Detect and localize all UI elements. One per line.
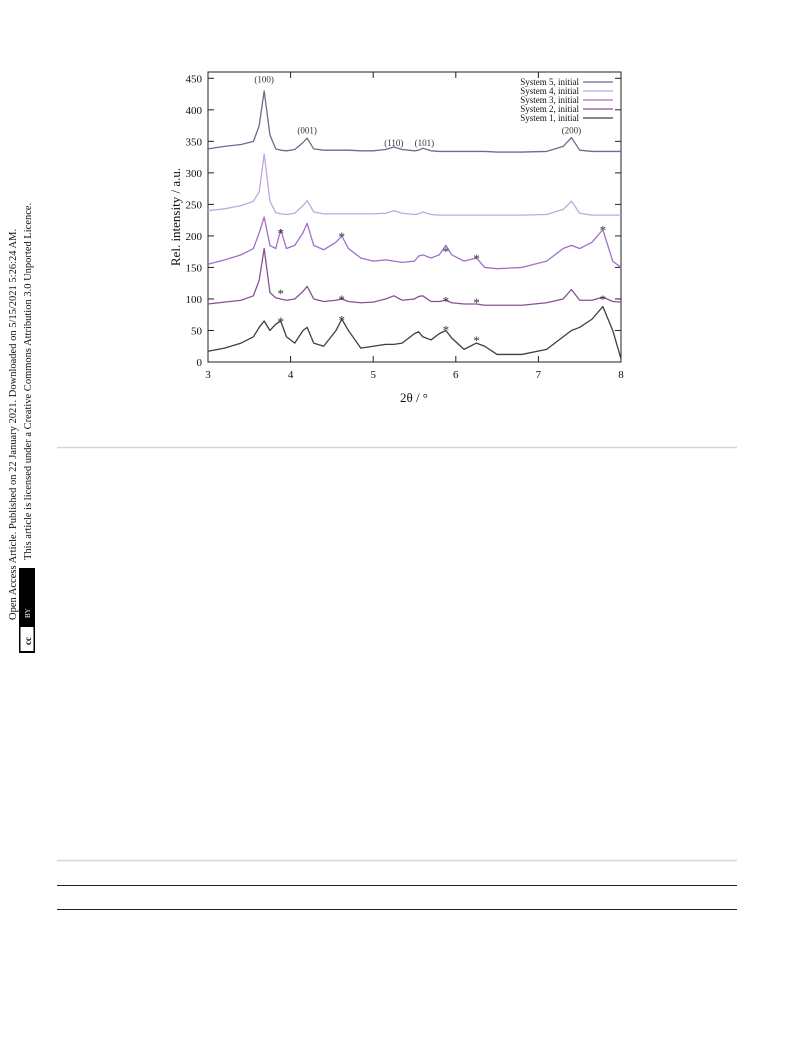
annotation: *: [443, 294, 450, 309]
annotation: (100): [254, 75, 274, 85]
y-tick-label: 100: [186, 294, 203, 306]
annotation: *: [339, 229, 346, 244]
annotation: *: [277, 226, 284, 241]
x-tick-label: 8: [618, 369, 624, 381]
y-tick-label: 0: [197, 357, 203, 369]
sidebar-line: This article is licensed under a Creativ…: [23, 203, 34, 560]
series-line: [207, 90, 621, 153]
badge-by: BY: [24, 608, 32, 618]
y-tick-label: 350: [186, 136, 203, 148]
annotation: (101): [415, 138, 435, 148]
chart: 2θ / ° Rel. intensity / a.u. 0 50 100 150 20…: [168, 71, 624, 405]
y-tick-label: 300: [186, 168, 203, 180]
legend-label: System 2, initial: [520, 104, 579, 114]
legend-label: System 4, initial: [520, 86, 579, 96]
x-tick-label: 3: [205, 369, 211, 381]
series-line: [207, 153, 621, 216]
y-tick-label: 450: [186, 73, 203, 85]
series-line: [207, 247, 622, 306]
x-tick-label: 6: [453, 369, 459, 381]
y-tick-label: 250: [186, 199, 203, 211]
y-tick-label: 50: [191, 325, 203, 337]
cc-badge[interactable]: cc BY: [19, 568, 35, 653]
y-tick-label: 200: [186, 231, 203, 243]
annotation: (200): [562, 126, 582, 136]
annotation: *: [600, 292, 607, 307]
series-line: [207, 216, 622, 270]
annotation: (001): [297, 126, 317, 136]
annotation: *: [443, 244, 450, 259]
annotation: *: [339, 313, 346, 328]
x-tick-label: 7: [536, 369, 542, 381]
annotation: *: [277, 314, 284, 329]
x-tick-label: 5: [370, 369, 376, 381]
legend-label: System 3, initial: [520, 95, 579, 105]
annotation: *: [600, 222, 607, 237]
series-line: [207, 305, 622, 360]
annotation: *: [473, 295, 480, 310]
sidebar-line: Open Access Article. Published on 22 Jan…: [8, 229, 19, 620]
badge-cc: cc: [23, 637, 33, 645]
x-tick-label: 4: [288, 369, 294, 381]
legend-label: System 5, initial: [520, 77, 579, 87]
plot-frame: [207, 71, 622, 363]
annotation: *: [473, 333, 480, 348]
badge-cc-bg: [20, 627, 34, 651]
y-tick-label: 150: [186, 262, 203, 274]
annotation: *: [443, 323, 450, 338]
y-axis-label: Rel. intensity / a.u.: [168, 168, 183, 266]
annotation: *: [473, 251, 480, 266]
annotation: *: [277, 286, 284, 301]
x-axis-label: 2θ / °: [400, 390, 428, 405]
legend-label: System 1, initial: [520, 113, 579, 123]
annotation: (110): [384, 138, 403, 148]
y-tick-label: 400: [186, 105, 203, 117]
annotation: *: [339, 292, 346, 307]
